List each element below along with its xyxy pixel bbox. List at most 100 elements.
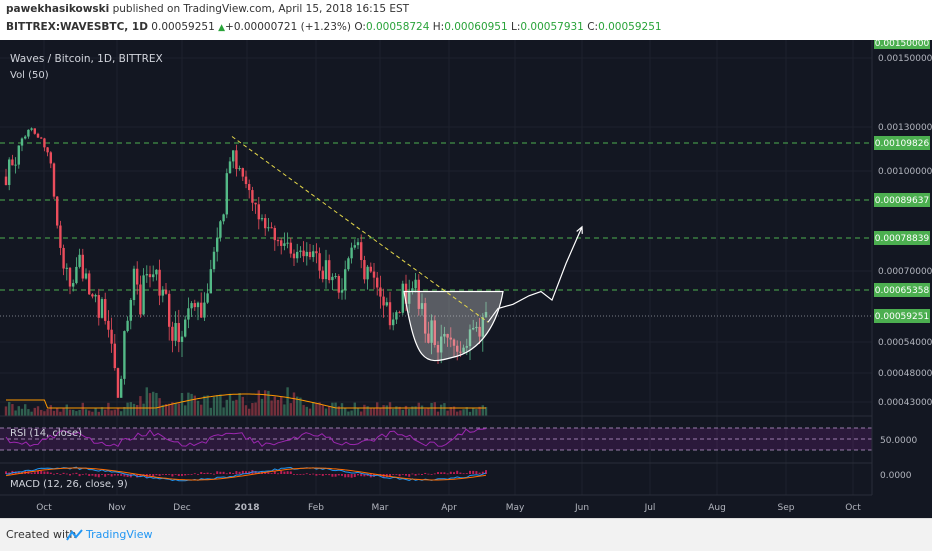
trendline[interactable]: [231, 136, 489, 323]
macd-histogram-bar: [142, 474, 145, 475]
created-with-label: Created with: [6, 528, 77, 541]
volume-bar: [398, 406, 401, 416]
candle: [97, 295, 100, 318]
macd-label: MACD (12, 26, close, 9): [10, 479, 128, 490]
cup-pattern[interactable]: [403, 290, 504, 362]
candle: [46, 147, 49, 153]
candle: [107, 320, 110, 330]
candle: [427, 333, 430, 343]
volume-bar: [260, 398, 264, 416]
projection-path[interactable]: [487, 226, 583, 323]
volume-bar: [273, 396, 276, 416]
candle: [232, 150, 235, 162]
macd-histogram-bar: [328, 474, 331, 476]
time-axis[interactable]: Oct Nov Dec 2018 Feb Mar Apr May Jun Jul Aug Sep Oct: [0, 494, 872, 513]
candle: [238, 168, 241, 170]
candle: [190, 303, 193, 309]
high-value: 0.00060951: [444, 21, 508, 33]
published-text: published on TradingView.com, April 15, …: [112, 3, 410, 15]
candle: [52, 163, 56, 197]
volume-bar: [174, 403, 177, 416]
candle: [302, 250, 305, 257]
macd-histogram-bar: [120, 474, 123, 476]
candle: [478, 326, 481, 337]
macd-histogram-bar: [5, 471, 7, 474]
price-chart[interactable]: 0.00150000 0.00130000 0.00100000 0.00070000…: [0, 40, 932, 518]
macd-histogram-bar: [30, 472, 33, 474]
candle: [283, 243, 286, 246]
volume-bar: [33, 407, 36, 416]
volume-bar: [222, 407, 225, 416]
candle: [78, 254, 81, 267]
candle: [270, 227, 273, 229]
level-badge-text: 0.00109826: [875, 139, 930, 149]
symbol-label: BITTREX:WAVESBTC, 1D: [6, 21, 148, 33]
macd-histogram-bar: [177, 474, 180, 477]
macd-histogram-bar: [478, 472, 481, 474]
y-tick-label: 0.00100000: [878, 167, 932, 177]
candle: [385, 302, 388, 306]
volume-bar: [248, 408, 251, 416]
macd-histogram-bar: [427, 473, 430, 475]
macd-histogram-bar: [56, 473, 59, 474]
macd-histogram-bar: [414, 474, 417, 476]
price-axis[interactable]: 0.00150000 0.00130000 0.00100000 0.00070000…: [871, 40, 932, 495]
candle: [379, 287, 382, 297]
macd-histogram-bar: [216, 471, 219, 474]
volume-bar: [478, 406, 481, 416]
macd-histogram-bar: [353, 474, 356, 478]
volume-bar: [257, 390, 260, 416]
macd-histogram-bar: [117, 474, 119, 476]
author-name[interactable]: pawekhasikowski: [6, 3, 110, 15]
volume-bar: [11, 404, 14, 416]
volume-bar: [401, 409, 404, 416]
volume-bar: [334, 402, 337, 416]
candle: [75, 266, 78, 284]
candle: [331, 276, 334, 281]
macd-histogram-bar: [267, 472, 270, 474]
macd-histogram-bar: [299, 474, 302, 475]
candle: [152, 274, 155, 278]
volume-bar: [30, 411, 33, 416]
x-tick-label: Apr: [441, 503, 457, 513]
level-badge: [874, 283, 930, 297]
candle: [65, 267, 68, 269]
macd-histogram-bar: [440, 472, 443, 474]
candle: [116, 368, 120, 398]
volume-ma-line: [6, 393, 486, 409]
volume-bar: [168, 403, 171, 416]
low-value: 0.00057931: [520, 21, 584, 33]
tradingview-brand[interactable]: TradingView: [86, 528, 153, 541]
time-axis-ticks: Oct Nov Dec 2018 Feb Mar Apr May Jun Jul Aug Sep Oct: [36, 503, 861, 513]
macd-histogram-bar: [472, 470, 475, 474]
macd-histogram-bar: [104, 474, 107, 477]
macd-histogram-bar: [363, 474, 366, 477]
publish-info: pawekhasikowski published on TradingView…: [6, 3, 409, 15]
macd-histogram-bar: [69, 474, 71, 476]
macd-histogram-bar: [126, 474, 129, 477]
candle: [222, 214, 225, 222]
macd-histogram-bar: [443, 472, 446, 474]
macd-histogram-bar: [430, 474, 433, 475]
macd-histogram-bar: [321, 474, 324, 476]
candle: [408, 291, 411, 304]
macd-histogram-bar: [408, 474, 411, 477]
macd-histogram-bar: [81, 474, 84, 475]
macd-histogram-bar: [174, 474, 177, 475]
macd-histogram-bar: [94, 474, 97, 477]
volume-bar: [20, 408, 24, 416]
volume-bar: [68, 409, 72, 416]
candle: [216, 237, 219, 252]
macd-histogram-bar: [337, 474, 340, 476]
candle: [264, 218, 267, 229]
macd-histogram-bar: [37, 470, 39, 474]
macd-histogram-bar: [200, 472, 203, 474]
volume-bar: [382, 405, 385, 416]
volume-bar: [414, 406, 417, 416]
volume-bar: [472, 407, 475, 416]
volume-bar: [440, 404, 443, 416]
x-tick-label: 2018: [234, 503, 259, 513]
volume-bar: [238, 392, 241, 416]
volume-bar: [436, 411, 440, 416]
volume-bar: [299, 397, 302, 416]
